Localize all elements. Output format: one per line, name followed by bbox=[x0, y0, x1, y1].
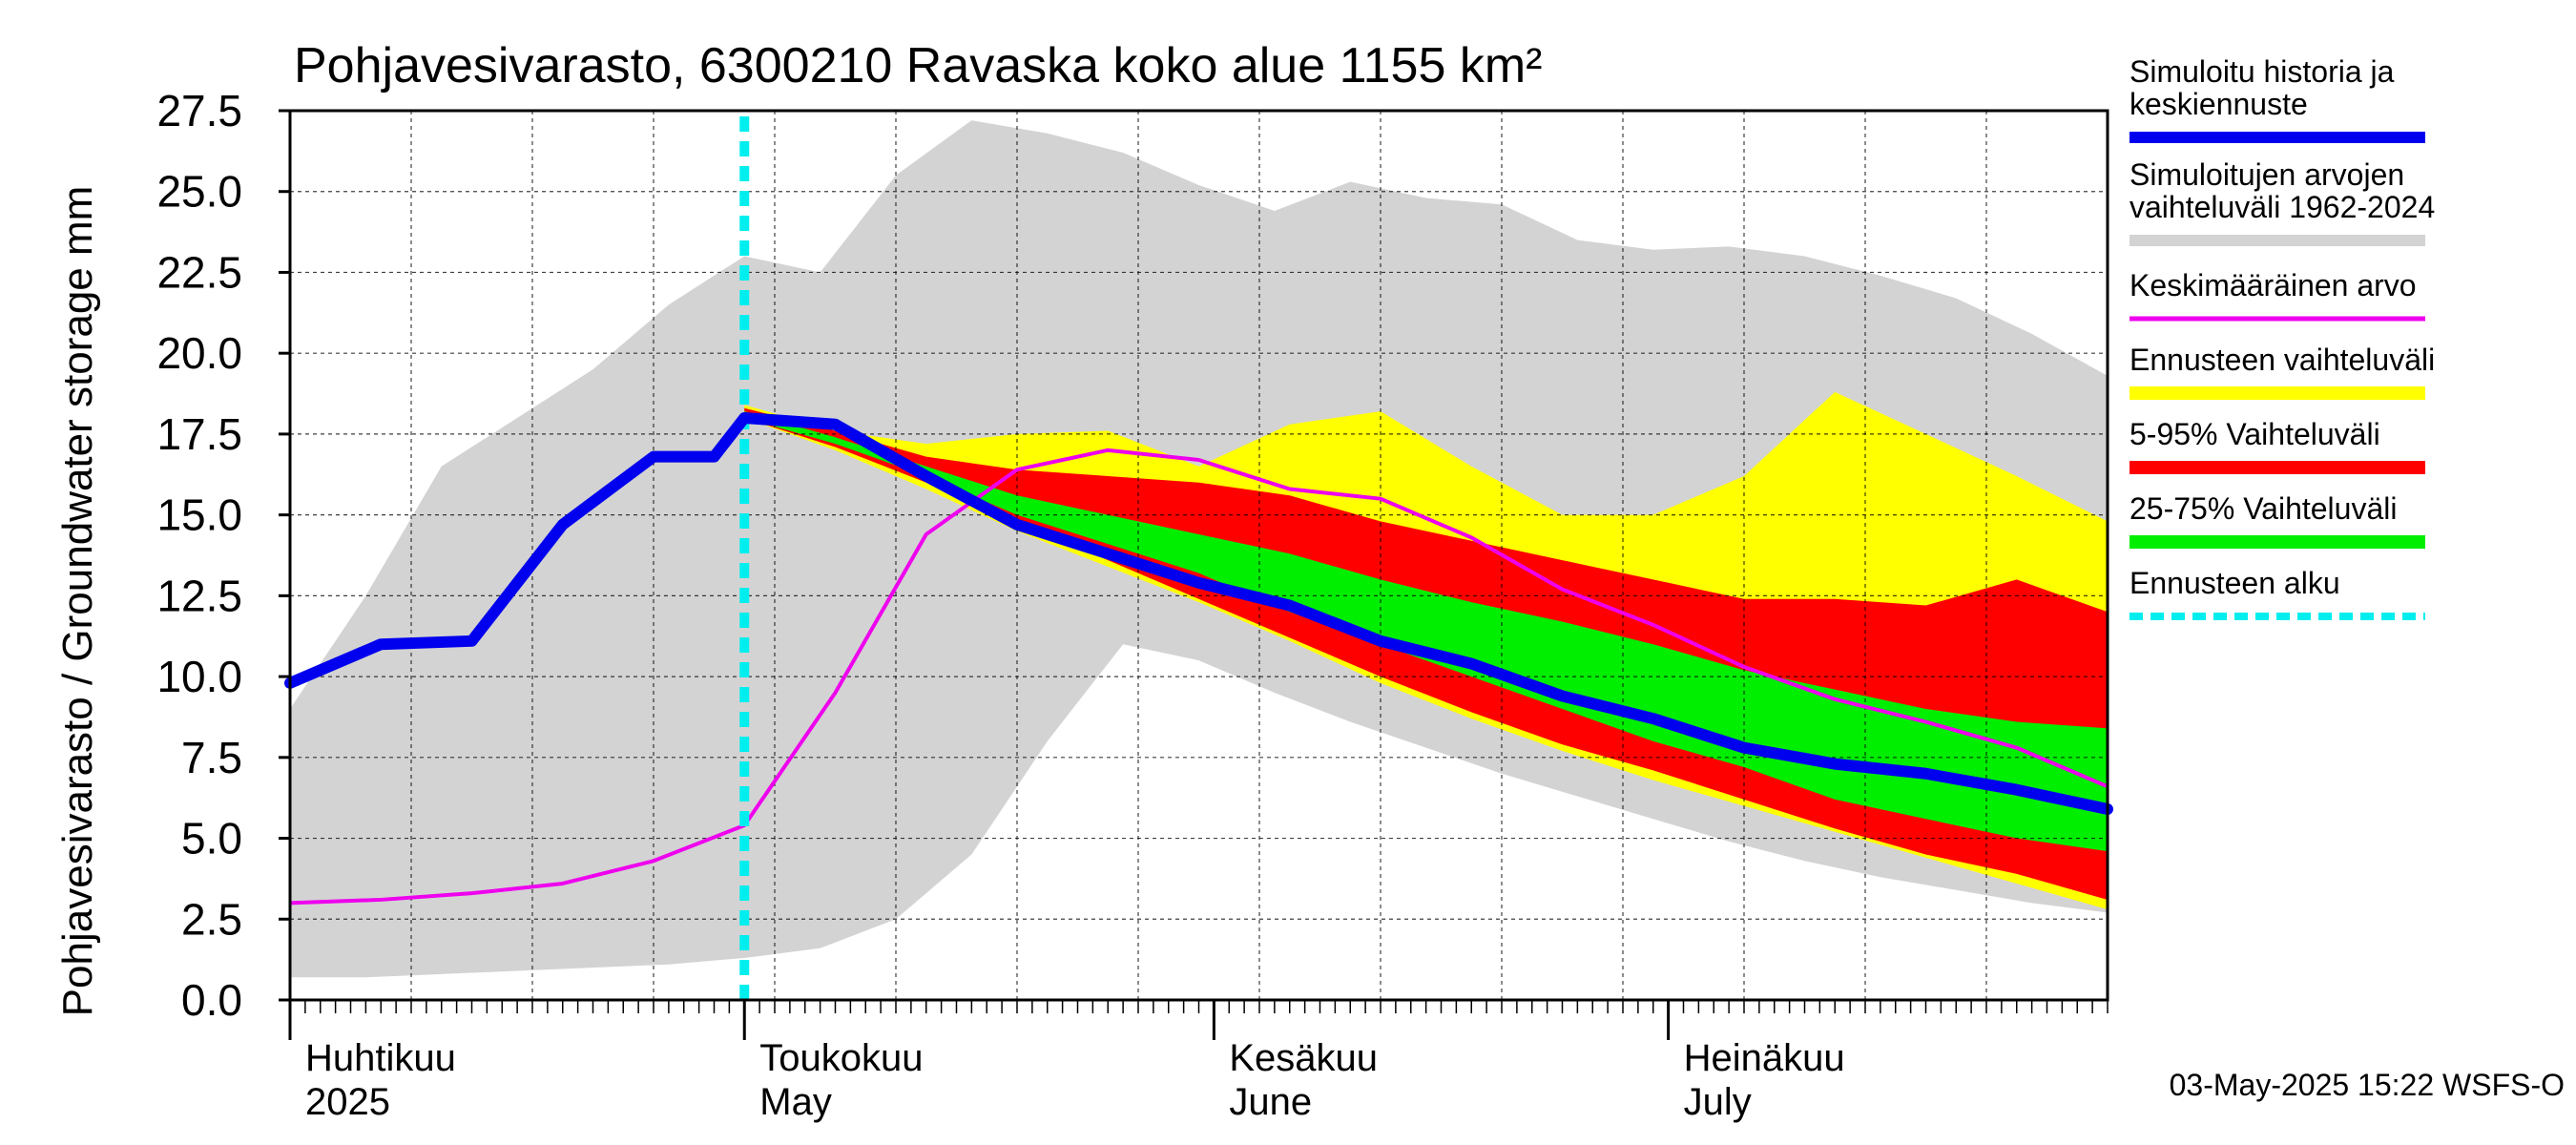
legend-label: Simuloitujen arvojen vaihteluväli 1962-20… bbox=[2129, 157, 2435, 224]
y-tick-label: 12.5 bbox=[156, 571, 242, 620]
chart-title: Pohjavesivarasto, 6300210 Ravaska koko a… bbox=[294, 38, 1542, 94]
legend-label-line: keskiennuste bbox=[2129, 87, 2308, 121]
month-sublabel: June bbox=[1229, 1081, 1312, 1123]
legend-item: 25-75% Vaihteluväli bbox=[2129, 491, 2425, 549]
legend-item: 5-95% Vaihteluväli bbox=[2129, 417, 2425, 474]
legend-label: 25-75% Vaihteluväli bbox=[2129, 491, 2397, 526]
legend-label: Simuloitu historia ja keskiennuste bbox=[2129, 54, 2395, 121]
month-sublabel: May bbox=[759, 1081, 832, 1123]
legend-item: Ennusteen vaihteluväli bbox=[2129, 343, 2435, 400]
legend-item: Ennusteen alku bbox=[2129, 566, 2425, 620]
y-tick-label: 7.5 bbox=[181, 733, 242, 782]
legend-label-line: vaihteluväli 1962-2024 bbox=[2129, 190, 2435, 224]
legend-label: Keskimääräinen arvo bbox=[2129, 268, 2417, 302]
legend-label: 5-95% Vaihteluväli bbox=[2129, 417, 2380, 451]
y-axis-label: Pohjavesivarasto / Groundwater storage m… bbox=[54, 186, 101, 1017]
mean-line bbox=[289, 448, 2109, 906]
legend-item: Simuloitujen arvojen vaihteluväli 1962-20… bbox=[2129, 157, 2435, 246]
month-sublabel: 2025 bbox=[305, 1081, 390, 1123]
y-tick-label: 15.0 bbox=[156, 490, 242, 540]
y-tick-label: 10.0 bbox=[156, 652, 242, 701]
month-label: Kesäkuu bbox=[1229, 1037, 1378, 1079]
month-label: Toukokuu bbox=[759, 1037, 923, 1079]
y-tick-label: 25.0 bbox=[156, 167, 242, 217]
y-tick-label: 27.5 bbox=[156, 86, 242, 135]
y-tick-label: 5.0 bbox=[181, 814, 242, 864]
simulated-median-line bbox=[284, 411, 2113, 816]
month-sublabel: July bbox=[1684, 1081, 1752, 1123]
y-tick-label: 17.5 bbox=[156, 409, 242, 459]
legend-label-line: Simuloitu historia ja bbox=[2129, 54, 2395, 89]
legend-item: Keskimääräinen arvo bbox=[2129, 268, 2425, 322]
y-tick-label: 0.0 bbox=[181, 975, 242, 1025]
plot-area bbox=[284, 109, 2113, 1002]
legend-label: Ennusteen vaihteluväli bbox=[2129, 343, 2435, 377]
legend-label-line: Simuloitujen arvojen bbox=[2129, 157, 2404, 192]
timestamp-label: 03-May-2025 15:22 WSFS-O bbox=[2170, 1068, 2565, 1102]
legend-label: Ennusteen alku bbox=[2129, 566, 2340, 600]
month-label: Heinäkuu bbox=[1684, 1037, 1845, 1079]
month-label: Huhtikuu bbox=[305, 1037, 456, 1079]
y-tick-label: 2.5 bbox=[181, 894, 242, 944]
y-tick-label: 20.0 bbox=[156, 328, 242, 378]
y-tick-label: 22.5 bbox=[156, 247, 242, 297]
p25-75-range-area bbox=[744, 411, 2108, 852]
legend-item: Simuloitu historia ja keskiennuste bbox=[2129, 54, 2425, 143]
